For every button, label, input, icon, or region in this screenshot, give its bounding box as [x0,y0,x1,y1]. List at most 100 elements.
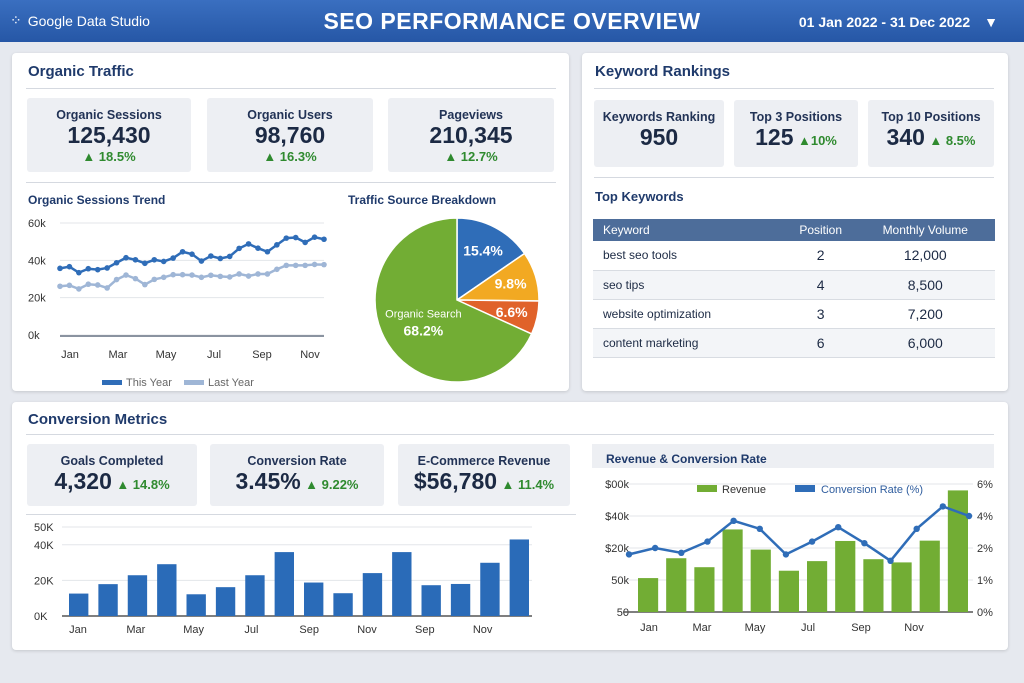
data-point [274,266,280,273]
organic-traffic-panel: Organic Traffic Organic Sessions 125,430 ▲… [12,53,569,391]
revenue-bar [638,578,659,612]
data-point [170,271,176,278]
x-tick-label: Mar [693,622,712,634]
data-point [255,271,261,277]
data-point [704,538,711,545]
data-point [170,255,176,261]
table-cell: 4 [785,270,856,300]
data-point [57,283,63,290]
conversion-metrics-panel: Conversion Metrics Goals Completed 4,320 … [12,402,1008,650]
text-label: ▲10% [797,133,837,148]
data-point [208,253,214,259]
data-point [151,256,158,263]
text-label: ▲ 12.7% [444,149,498,164]
data-point [132,275,139,282]
panel-title: Organic Traffic [28,63,134,80]
data-point [217,255,224,262]
panel-title: Conversion Metrics [28,411,168,428]
table-row[interactable]: best seo tools 2 12,000 [593,241,995,271]
table-row[interactable]: seo tips 4 8,500 [593,270,995,300]
text-label: Keywords Ranking [602,110,716,124]
y-tick-label: 40K [34,540,54,552]
conversion-bar-chart: 0K 20K 40K 50K Jan Mar May Jul Sep Nov Sep Nov [34,522,532,636]
kpi-top10: Top 10 Positions 340 ▲ 8.5% [868,100,994,167]
data-point [142,281,148,288]
data-point [782,551,790,558]
date-range-picker[interactable]: 01 Jan 2022 - 31 Dec 2022 ▼ [799,14,998,30]
x-tick-label: Jul [801,622,815,634]
data-point [255,245,261,251]
legend-label: This Year [126,377,172,389]
text-label: 4,320 [54,468,112,494]
kpi-top3: Top 3 Positions 125 ▲10% [734,100,858,167]
text-label: Top 10 Positions [881,110,981,124]
y-tick-label: 60k [28,218,46,230]
right-tick-label: 1% [977,575,993,587]
data-point [142,260,148,267]
data-point [94,266,101,273]
bar [480,562,500,616]
pie-title: Traffic Source Breakdown [348,193,497,207]
text-label: ▲ 16.3% [263,149,317,164]
table-row[interactable]: content marketing 6 6,000 [593,328,995,358]
text-label: 950 [639,124,679,150]
bar [157,564,177,616]
right-tick-label: 2% [977,543,993,555]
revenue-chart-title: Revenue & Conversion Rate [606,452,767,466]
top-keywords-title: Top Keywords [595,189,684,204]
table-cell: 6 [785,328,856,358]
table-cell: 6,000 [855,328,995,358]
y-tick-label: 20K [34,575,54,587]
text-label: ▲ 9.22% [305,477,359,492]
x-tick-label: Jul [244,624,258,636]
left-tick-label: 50 [617,607,629,619]
data-point [311,261,318,268]
bar [304,582,324,616]
data-point [861,540,868,547]
data-point [321,236,327,243]
pie-slice [456,217,526,302]
data-point [274,242,280,248]
trend-title: Organic Sessions Trend [28,193,166,207]
data-point [160,274,167,281]
text-label: 125 [755,124,794,150]
x-tick-label: Jan [61,349,79,361]
slice-value: 9.8% [495,276,527,292]
text-label: Top 3 Positions [749,110,843,124]
revenue-bar [807,561,828,612]
revenue-bar [919,540,940,612]
bar [333,593,353,616]
text-label: ▲ 8.5% [929,133,976,148]
revenue-bar [750,549,771,612]
data-point [321,261,327,268]
kpi-goals-completed: Goals Completed 4,320 ▲ 14.8% [27,444,197,506]
bar [509,539,529,616]
data-point [104,265,110,271]
x-tick-label: Nov [300,349,320,361]
text-label: 340 [886,124,925,150]
data-point [292,262,299,269]
data-point [85,281,92,288]
kpi-pageviews: Pageviews 210,345 ▲ 12.7% [388,98,554,172]
data-point [283,235,290,241]
data-point [245,241,252,247]
text-label: 98,760 [254,122,326,148]
conversion-line [628,504,970,563]
revenue-bar [778,570,799,612]
text-label: Conversion Rate [247,454,347,468]
data-point [730,517,737,524]
table-cell: website optimization [593,299,786,329]
slice-value: 68.2% [404,323,444,339]
text-label: Keyword [593,219,786,241]
data-point [302,262,308,269]
legend-swatch [795,485,815,492]
bar [362,573,383,616]
legend-swatch [697,485,717,492]
bar [450,583,471,616]
data-point [208,272,214,279]
table-row[interactable]: website optimization 3 7,200 [593,299,995,329]
x-tick-label: Mar [126,624,145,636]
kpi-ecommerce-revenue: E-Commerce Revenue $56,780 ▲ 11.4% [398,444,570,506]
x-tick-label: Nov [357,624,377,636]
data-point [939,503,947,510]
